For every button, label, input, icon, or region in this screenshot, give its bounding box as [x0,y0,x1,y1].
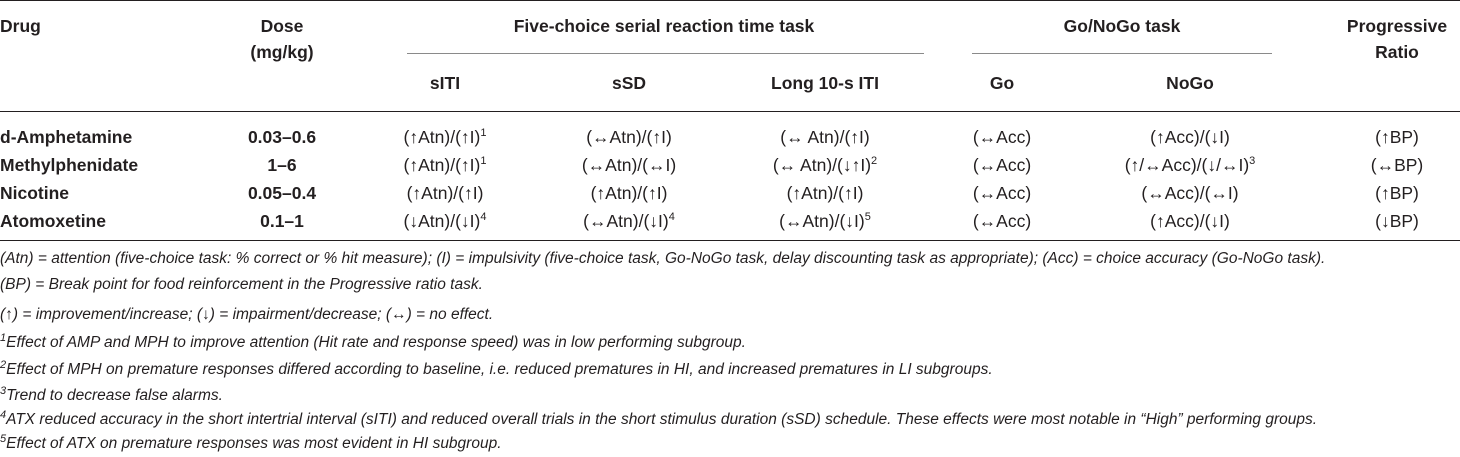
cell-pr: (↓BP) [1375,211,1419,231]
row-dose: 0.03–0.6 [247,127,317,147]
row-dose: 0.1–1 [260,211,304,231]
row-drug: d-Amphetamine [0,127,133,147]
cell-siti: (↑Atn)/(↑I)1 [403,127,487,147]
header-fcsrtt: Five-choice serial reaction time task [513,16,815,36]
footnote: 1Effect of AMP and MPH to improve attent… [0,331,746,351]
subheader-ssd: sSD [611,73,647,93]
row-dose: 1–6 [267,155,297,175]
cell-siti: (↓Atn)/(↓I)4 [403,211,487,231]
cell-pr: (↑BP) [1375,183,1419,203]
cell-long-iti: (↑Atn)/(↑I) [786,183,864,203]
footnote: (↑) = improvement/increase; (↓) = impair… [0,306,494,323]
cell-ssd: (↔Atn)/(↔I) [581,155,677,175]
subheader-long-iti: Long 10-s ITI [771,73,879,93]
subheader-nogo: NoGo [1166,73,1214,93]
cell-ssd: (↔Atn)/(↑I) [586,127,672,147]
cell-pr: (↔BP) [1370,155,1424,175]
gonogo-subheader-rule [972,53,1272,54]
header-drug: Drug [0,16,41,36]
cell-nogo: (↔Acc)/(↔I) [1141,183,1239,203]
footnote: 4ATX reduced accuracy in the short inter… [0,408,1318,428]
footnote: 2Effect of MPH on premature responses di… [0,358,993,378]
cell-long-iti: (↔Atn)/(↓I)5 [779,211,871,231]
cell-nogo: (↑Acc)/(↓I) [1150,211,1230,231]
cell-nogo: (↑Acc)/(↓I) [1150,127,1230,147]
subheader-siti: sITI [429,73,461,93]
cell-go: (↔Acc) [972,155,1032,175]
cell-siti: (↑Atn)/(↑I)1 [403,155,487,175]
table-bottom-rule [0,240,1460,241]
cell-go: (↔Acc) [972,211,1032,231]
header-bottom-rule [0,111,1460,112]
cell-pr: (↑BP) [1375,127,1419,147]
footnote: 3Trend to decrease false alarms. [0,384,223,404]
row-drug: Nicotine [0,183,70,203]
subheader-go: Go [989,73,1015,93]
cell-ssd: (↔Atn)/(↓I)4 [583,211,675,231]
cell-nogo: (↑/↔Acc)/(↓/↔I)3 [1124,155,1256,175]
cell-siti: (↑Atn)/(↑I) [406,183,484,203]
footnote: (Atn) = attention (five-choice task: % c… [0,250,1326,267]
row-drug: Atomoxetine [0,211,106,231]
cell-ssd: (↑Atn)/(↑I) [590,183,668,203]
cell-go: (↔Acc) [972,183,1032,203]
header-dose-line2: (mg/kg) [250,42,314,62]
footnote: 5Effect of ATX on premature responses wa… [0,432,502,452]
header-dose-line1: Dose [260,16,304,36]
fcsrtt-subheader-rule [407,53,924,54]
header-gonogo: Go/NoGo task [1063,16,1181,36]
row-drug: Methylphenidate [0,155,139,175]
header-pr-line1: Progressive [1346,16,1448,36]
cell-long-iti: (↔ Atn)/(↑I) [780,127,870,147]
footnote: (BP) = Break point for food reinforcemen… [0,276,483,293]
table-top-rule [0,0,1460,1]
header-pr-line2: Ratio [1375,42,1419,62]
cell-go: (↔Acc) [972,127,1032,147]
row-dose: 0.05–0.4 [247,183,317,203]
cell-long-iti: (↔ Atn)/(↓↑I)2 [772,155,878,175]
